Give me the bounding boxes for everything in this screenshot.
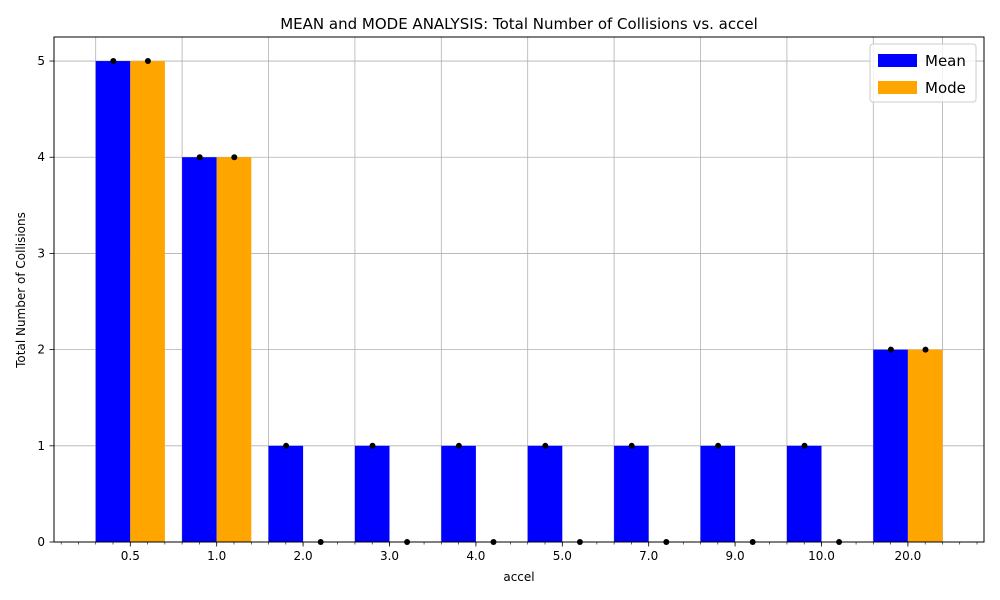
x-axis-ticks: 0.5 1.0 2.0 3.0 4.0 5.0 7.0 9.0 10.0 20.0 (60, 542, 978, 563)
x-tick-label: 1.0 (207, 549, 226, 563)
marker-mean-5.0 (542, 442, 549, 449)
x-tick-label: 20.0 (895, 549, 922, 563)
bars (95, 61, 943, 543)
y-tick-label: 4 (37, 150, 45, 164)
bar-mode-20.0 (907, 349, 943, 542)
marker-mean-3.0 (369, 442, 376, 449)
bar-mean-9.0 (700, 445, 736, 542)
x-axis-title: accel (503, 570, 534, 584)
bar-mean-10.0 (786, 445, 822, 542)
x-tick-label: 0.5 (121, 549, 140, 563)
marker-mean-10.0 (801, 442, 808, 449)
bar-mode-1.0 (216, 157, 252, 542)
legend-label-mode: Mode (925, 79, 966, 97)
bar-mean-7.0 (614, 445, 649, 542)
legend: Mean Mode (869, 43, 977, 103)
bar-mean-4.0 (441, 445, 476, 542)
marker-mean-4.0 (455, 442, 462, 449)
x-tick-label: 3.0 (380, 549, 399, 563)
x-tick-label: 9.0 (726, 549, 745, 563)
x-tick-label: 5.0 (553, 549, 572, 563)
bar-mean-5.0 (527, 445, 563, 542)
y-axis-title: Total Number of Collisions (14, 212, 28, 369)
y-tick-label: 0 (37, 535, 45, 549)
legend-swatch-mode (878, 81, 917, 94)
legend-label-mean: Mean (925, 52, 966, 70)
bar-mean-2.0 (268, 445, 304, 542)
x-tick-label: 7.0 (639, 549, 658, 563)
marker-mean-7.0 (628, 442, 635, 449)
y-tick-label: 2 (37, 343, 45, 357)
x-tick-label: 4.0 (466, 549, 485, 563)
bar-mean-20.0 (873, 349, 908, 542)
y-axis-ticks: 0 1 2 3 4 5 (37, 54, 54, 549)
marker-mean-0.5 (110, 58, 117, 65)
marker-mean-1.0 (196, 154, 203, 161)
y-tick-label: 3 (37, 246, 45, 260)
marker-mode-20.0 (922, 346, 929, 353)
bar-mean-3.0 (354, 445, 390, 542)
plot-frame (53, 36, 985, 543)
bar-mean-1.0 (182, 157, 217, 542)
y-tick-label: 1 (37, 439, 45, 453)
x-tick-label: 10.0 (808, 549, 835, 563)
marker-mode-0.5 (144, 58, 151, 65)
chart-title: MEAN and MODE ANALYSIS: Total Number of … (280, 15, 758, 33)
y-tick-label: 5 (37, 54, 45, 68)
bar-mode-0.5 (130, 61, 165, 543)
legend-swatch-mean (878, 54, 917, 67)
marker-mean-2.0 (283, 442, 290, 449)
x-tick-label: 2.0 (294, 549, 313, 563)
marker-mean-9.0 (715, 442, 722, 449)
marker-mode-1.0 (231, 154, 238, 161)
bar-mean-0.5 (95, 61, 131, 543)
marker-mean-20.0 (887, 346, 894, 353)
